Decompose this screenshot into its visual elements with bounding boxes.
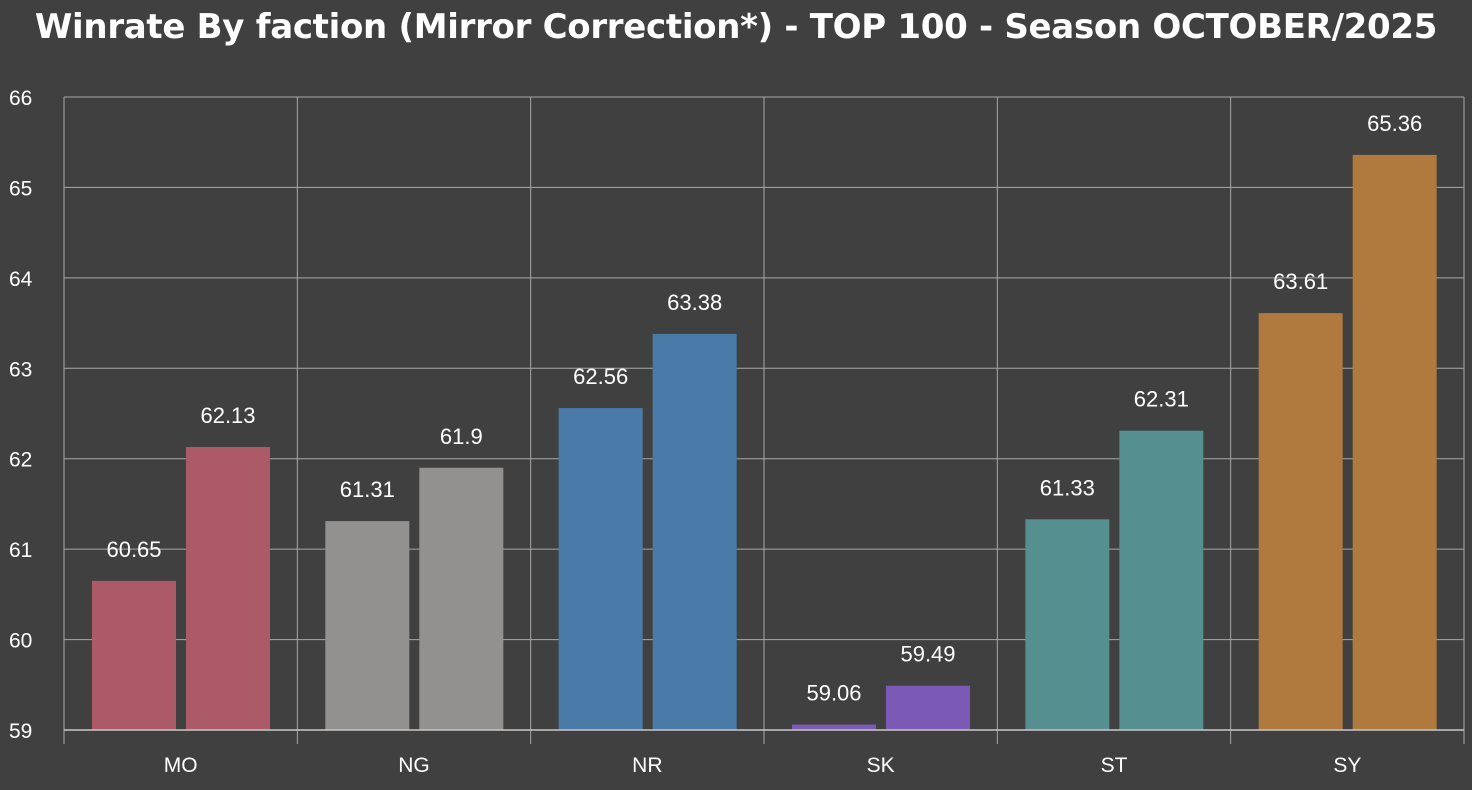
bar-nr-2 — [652, 333, 737, 730]
bars — [92, 154, 1437, 731]
y-tick-label: 59 — [9, 720, 32, 743]
data-label: 65.36 — [1367, 111, 1422, 136]
x-tick-label-sy: SY — [1333, 754, 1361, 777]
x-tick-label-st: ST — [1101, 754, 1128, 777]
data-label: 62.56 — [573, 364, 628, 389]
x-tick-label-sk: SK — [867, 754, 895, 777]
bar-st-1 — [1025, 519, 1110, 730]
bar-sy-1 — [1258, 313, 1343, 730]
data-label: 61.9 — [440, 424, 483, 449]
x-tick-label-ng: NG — [398, 754, 430, 777]
y-tick-label: 62 — [9, 449, 32, 472]
bar-st-2 — [1119, 430, 1204, 730]
bar-sk-1 — [792, 724, 876, 730]
bar-mo-2 — [186, 446, 270, 730]
data-label: 59.49 — [900, 642, 955, 667]
y-tick-label: 64 — [9, 268, 33, 291]
data-label: 63.38 — [667, 290, 722, 315]
y-tick-label: 61 — [9, 539, 32, 562]
bar-mo-1 — [92, 580, 176, 730]
data-label: 63.61 — [1273, 269, 1328, 294]
y-tick-label: 65 — [9, 177, 32, 200]
data-label: 61.31 — [340, 477, 395, 502]
data-label: 62.13 — [200, 403, 255, 428]
axes: 59 60 61 62 63 64 65 66 MO NG NR SK ST SY — [9, 87, 1465, 777]
value-labels: 60.65 62.13 61.31 61.9 62.56 63.38 59.06 59.49 6… — [106, 111, 1422, 706]
data-label: 59.06 — [806, 681, 861, 706]
bar-ng-1 — [325, 521, 410, 730]
bar-sy-2 — [1352, 154, 1437, 731]
data-label: 61.33 — [1040, 475, 1095, 500]
data-label: 60.65 — [106, 537, 161, 562]
y-tick-label: 63 — [9, 358, 32, 381]
chart-title: Winrate By faction (Mirror Correction*) … — [34, 7, 1438, 47]
x-tick-label-nr: NR — [632, 754, 662, 777]
data-label: 62.31 — [1134, 387, 1189, 412]
x-tick-label-mo: MO — [164, 754, 198, 777]
y-tick-label: 66 — [9, 87, 32, 110]
y-tick-label: 60 — [9, 630, 32, 653]
bar-sk-2 — [886, 685, 970, 730]
bar-nr-1 — [558, 408, 643, 730]
bar-ng-2 — [419, 467, 504, 730]
grid-lines — [63, 96, 1465, 731]
